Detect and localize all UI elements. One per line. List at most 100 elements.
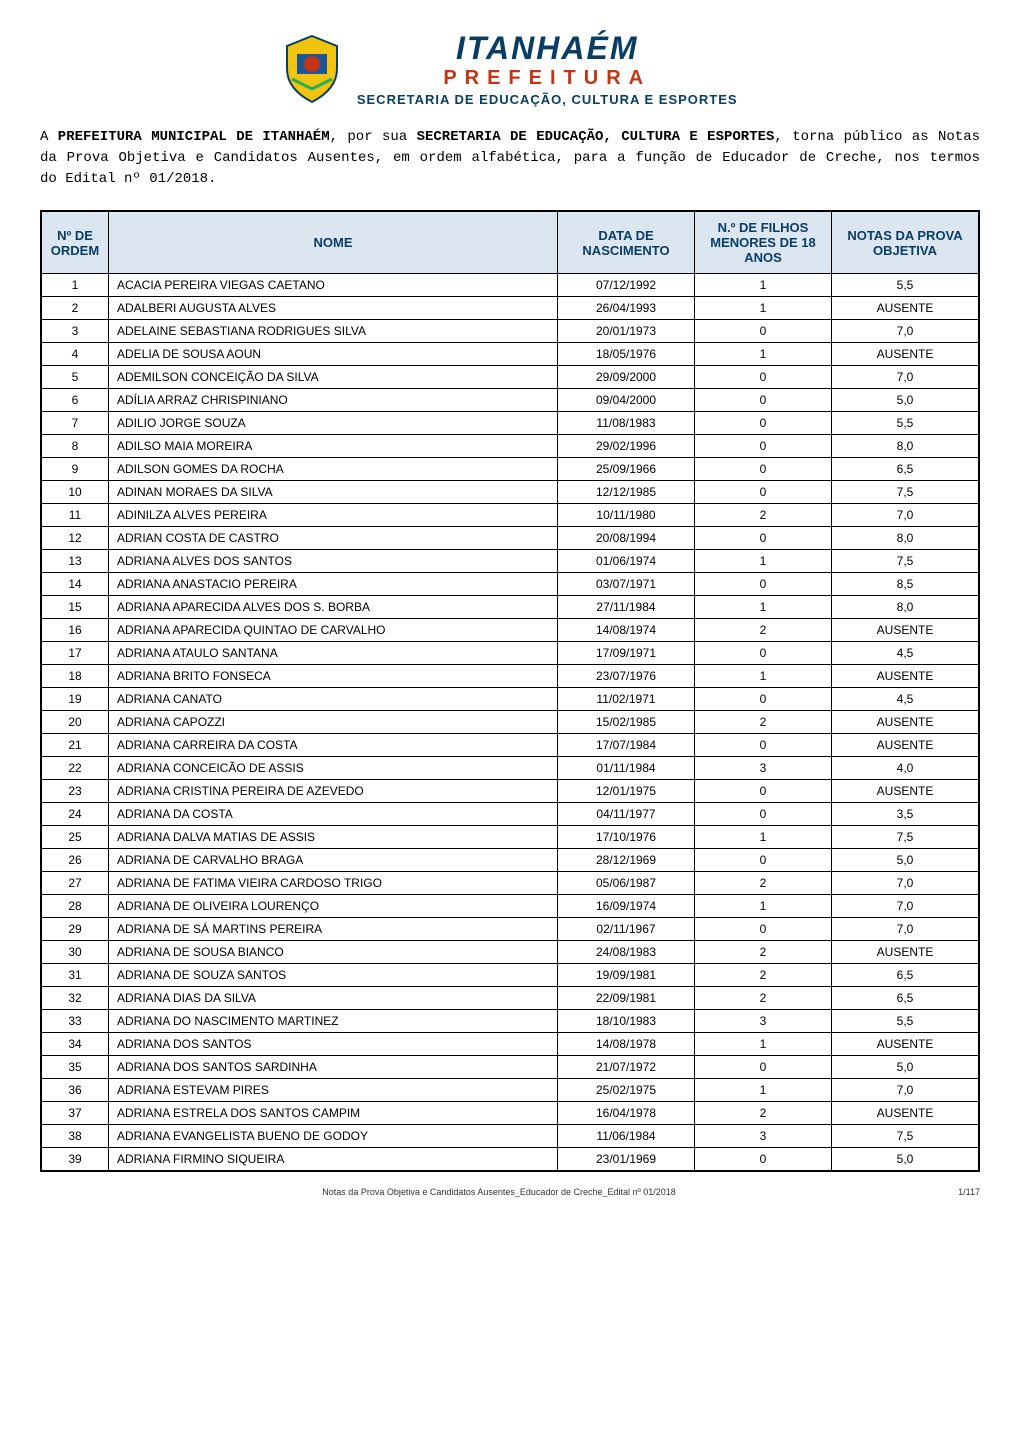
cell-filhos: 0 — [695, 918, 832, 941]
cell-filhos: 0 — [695, 573, 832, 596]
table-row: 31 ADRIANA DE SOUZA SANTOS 19/09/1981 2 … — [41, 964, 979, 987]
cell-nome: ADRIANA ATAULO SANTANA — [109, 642, 558, 665]
cell-ordem: 17 — [41, 642, 109, 665]
table-row: 29 ADRIANA DE SÁ MARTINS PEREIRA 02/11/1… — [41, 918, 979, 941]
cell-filhos: 0 — [695, 688, 832, 711]
cell-nome: ADRIANA EVANGELISTA BUENO DE GODOY — [109, 1125, 558, 1148]
table-row: 11 ADINILZA ALVES PEREIRA 10/11/1980 2 7… — [41, 504, 979, 527]
cell-nome: ADRIANA DE FATIMA VIEIRA CARDOSO TRIGO — [109, 872, 558, 895]
table-row: 37 ADRIANA ESTRELA DOS SANTOS CAMPIM 16/… — [41, 1102, 979, 1125]
cell-nome: ADÍLIA ARRAZ CHRISPINIANO — [109, 389, 558, 412]
cell-data: 17/10/1976 — [558, 826, 695, 849]
cell-nome: ADRIANA APARECIDA QUINTAO DE CARVALHO — [109, 619, 558, 642]
cell-data: 15/02/1985 — [558, 711, 695, 734]
cell-data: 09/04/2000 — [558, 389, 695, 412]
cell-ordem: 12 — [41, 527, 109, 550]
footer-text: Notas da Prova Objetiva e Candidatos Aus… — [322, 1187, 676, 1197]
cell-nota: 7,5 — [832, 481, 980, 504]
cell-nome: ADRIANA DE OLIVEIRA LOURENÇO — [109, 895, 558, 918]
header-filhos: N.º DE FILHOS MENORES DE 18 ANOS — [695, 211, 832, 274]
cell-data: 10/11/1980 — [558, 504, 695, 527]
cell-nome: ADRIANA DOS SANTOS — [109, 1033, 558, 1056]
cell-filhos: 2 — [695, 619, 832, 642]
prefeitura-label: PREFEITURA — [357, 67, 738, 90]
cell-ordem: 9 — [41, 458, 109, 481]
cell-filhos: 0 — [695, 780, 832, 803]
cell-nota: 4,0 — [832, 757, 980, 780]
table-row: 17 ADRIANA ATAULO SANTANA 17/09/1971 0 4… — [41, 642, 979, 665]
header-nome: NOME — [109, 211, 558, 274]
table-header-row: Nº DE ORDEM NOME DATA DE NASCIMENTO N.º … — [41, 211, 979, 274]
header-ordem: Nº DE ORDEM — [41, 211, 109, 274]
cell-nome: ADALBERI AUGUSTA ALVES — [109, 297, 558, 320]
cell-data: 11/06/1984 — [558, 1125, 695, 1148]
cell-ordem: 15 — [41, 596, 109, 619]
table-row: 16 ADRIANA APARECIDA QUINTAO DE CARVALHO… — [41, 619, 979, 642]
cell-filhos: 0 — [695, 642, 832, 665]
cell-data: 14/08/1978 — [558, 1033, 695, 1056]
cell-filhos: 0 — [695, 320, 832, 343]
cell-ordem: 8 — [41, 435, 109, 458]
cell-filhos: 2 — [695, 941, 832, 964]
cell-nome: ADRIANA ALVES DOS SANTOS — [109, 550, 558, 573]
table-row: 4 ADELIA DE SOUSA AOUN 18/05/1976 1 AUSE… — [41, 343, 979, 366]
cell-nota: 5,0 — [832, 1056, 980, 1079]
logo-header: ITANHAÉM PREFEITURA SECRETARIA DE EDUCAÇ… — [40, 30, 980, 107]
cell-filhos: 0 — [695, 1148, 832, 1172]
cell-ordem: 4 — [41, 343, 109, 366]
table-row: 34 ADRIANA DOS SANTOS 14/08/1978 1 AUSEN… — [41, 1033, 979, 1056]
cell-ordem: 29 — [41, 918, 109, 941]
cell-data: 05/06/1987 — [558, 872, 695, 895]
cell-nota: 5,0 — [832, 849, 980, 872]
cell-nota: 5,5 — [832, 1010, 980, 1033]
cell-data: 11/02/1971 — [558, 688, 695, 711]
cell-nota: 7,0 — [832, 872, 980, 895]
header-notas: NOTAS DA PROVA OBJETIVA — [832, 211, 980, 274]
cell-data: 02/11/1967 — [558, 918, 695, 941]
cell-ordem: 28 — [41, 895, 109, 918]
cell-filhos: 3 — [695, 757, 832, 780]
cell-data: 18/05/1976 — [558, 343, 695, 366]
cell-filhos: 1 — [695, 1033, 832, 1056]
cell-nome: ADELIA DE SOUSA AOUN — [109, 343, 558, 366]
shield-icon — [282, 34, 342, 104]
cell-nota: 7,0 — [832, 504, 980, 527]
cell-nota: 7,5 — [832, 550, 980, 573]
cell-ordem: 6 — [41, 389, 109, 412]
cell-ordem: 21 — [41, 734, 109, 757]
cell-filhos: 1 — [695, 1079, 832, 1102]
cell-nome: ADRIANA DO NASCIMENTO MARTINEZ — [109, 1010, 558, 1033]
cell-filhos: 2 — [695, 987, 832, 1010]
cell-ordem: 36 — [41, 1079, 109, 1102]
cell-nome: ADRIANA ANASTACIO PEREIRA — [109, 573, 558, 596]
cell-data: 22/09/1981 — [558, 987, 695, 1010]
table-row: 21 ADRIANA CARREIRA DA COSTA 17/07/1984 … — [41, 734, 979, 757]
cell-filhos: 1 — [695, 550, 832, 573]
cell-nota: 5,5 — [832, 274, 980, 297]
cell-data: 01/11/1984 — [558, 757, 695, 780]
cell-data: 20/08/1994 — [558, 527, 695, 550]
cell-nota: AUSENTE — [832, 665, 980, 688]
cell-nome: ADELAINE SEBASTIANA RODRIGUES SILVA — [109, 320, 558, 343]
cell-ordem: 18 — [41, 665, 109, 688]
cell-nota: 8,0 — [832, 596, 980, 619]
table-row: 33 ADRIANA DO NASCIMENTO MARTINEZ 18/10/… — [41, 1010, 979, 1033]
cell-ordem: 27 — [41, 872, 109, 895]
cell-data: 29/02/1996 — [558, 435, 695, 458]
cell-nota: 5,0 — [832, 1148, 980, 1172]
cell-filhos: 1 — [695, 343, 832, 366]
cell-filhos: 2 — [695, 1102, 832, 1125]
cell-data: 23/01/1969 — [558, 1148, 695, 1172]
cell-nota: 6,5 — [832, 987, 980, 1010]
intro-bold1: PREFEITURA MUNICIPAL DE ITANHAÉM — [58, 129, 330, 145]
cell-nota: AUSENTE — [832, 711, 980, 734]
cell-data: 20/01/1973 — [558, 320, 695, 343]
cell-ordem: 32 — [41, 987, 109, 1010]
table-row: 2 ADALBERI AUGUSTA ALVES 26/04/1993 1 AU… — [41, 297, 979, 320]
cell-ordem: 19 — [41, 688, 109, 711]
cell-data: 01/06/1974 — [558, 550, 695, 573]
cell-ordem: 3 — [41, 320, 109, 343]
table-row: 15 ADRIANA APARECIDA ALVES DOS S. BORBA … — [41, 596, 979, 619]
cell-nome: ADRIANA CANATO — [109, 688, 558, 711]
cell-filhos: 1 — [695, 274, 832, 297]
